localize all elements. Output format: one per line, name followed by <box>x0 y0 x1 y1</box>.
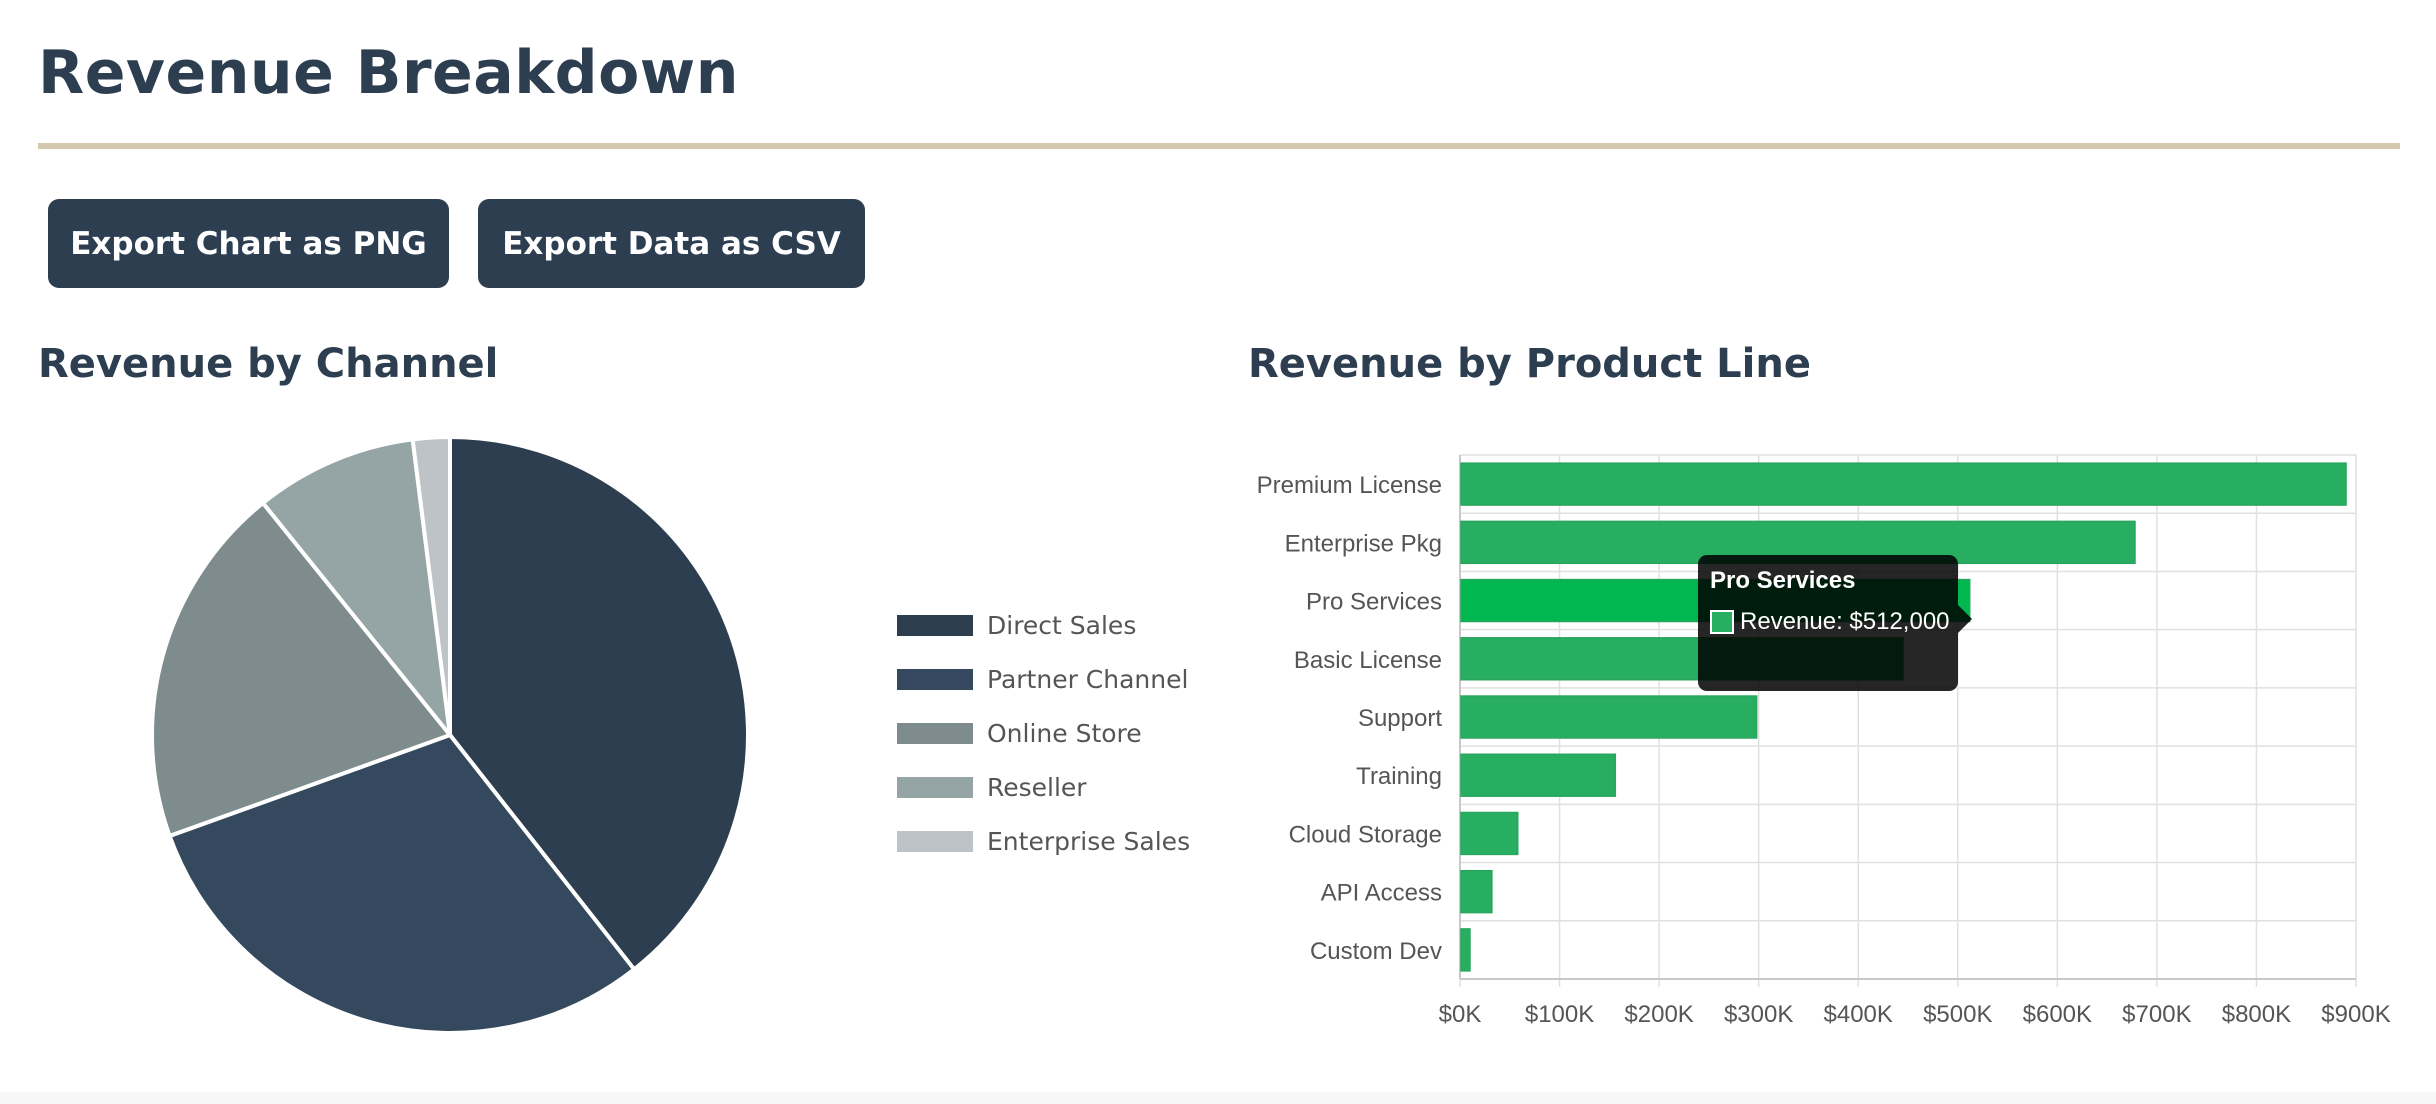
export-png-button[interactable]: Export Chart as PNG <box>48 199 449 288</box>
tooltip-value: Revenue: $512,000 <box>1740 608 1950 635</box>
pie-slice-direct-sales[interactable] <box>448 434 750 973</box>
legend-item-direct-sales[interactable]: Direct Sales <box>897 610 1136 640</box>
x-tick-label: $500K <box>1923 1001 1992 1028</box>
tooltip-swatch <box>1710 610 1734 634</box>
bar-tooltip: Pro Services Revenue: $512,000 <box>1698 555 1972 691</box>
bar-premium-license[interactable] <box>1460 462 2347 506</box>
x-tick-label: $100K <box>1525 1001 1594 1028</box>
legend-label: Online Store <box>987 718 1142 748</box>
x-tick-label: $200K <box>1624 1001 1693 1028</box>
y-tick-label: Support <box>1358 705 1442 732</box>
tooltip-title: Pro Services <box>1710 567 1856 594</box>
channel-pie-chart <box>150 434 750 1035</box>
bar-api-access[interactable] <box>1460 869 1493 914</box>
x-tick-label: $300K <box>1724 1001 1793 1028</box>
x-tick-label: $700K <box>2122 1001 2191 1028</box>
y-tick-label: Basic License <box>1294 647 1442 674</box>
export-csv-button[interactable]: Export Data as CSV <box>478 199 865 288</box>
pie-chart-title: Revenue by Channel <box>38 341 499 387</box>
x-tick-label: $900K <box>2321 1001 2390 1028</box>
legend-swatch <box>897 722 973 744</box>
x-tick-label: $0K <box>1439 1001 1482 1028</box>
x-tick-label: $800K <box>2222 1001 2291 1028</box>
product-bar-chart: Premium License Enterprise Pkg Pro Service… <box>1257 454 2391 1028</box>
x-tick-label: $600K <box>2023 1001 2092 1028</box>
tooltip-row: Revenue: $512,000 <box>1710 608 1950 636</box>
bar-training[interactable] <box>1460 753 1617 797</box>
legend-item-partner-channel[interactable]: Partner Channel <box>897 664 1188 694</box>
legend-swatch <box>897 776 973 798</box>
y-tick-label: Custom Dev <box>1310 938 1442 965</box>
legend-swatch <box>897 668 973 690</box>
y-tick-label: Premium License <box>1257 472 1442 499</box>
bar-chart-title: Revenue by Product Line <box>1248 341 1811 387</box>
pie-slice-online-store[interactable] <box>150 500 454 839</box>
page-title: Revenue Breakdown <box>38 38 739 108</box>
title-divider <box>38 143 2400 149</box>
legend-item-enterprise-sales[interactable]: Enterprise Sales <box>897 826 1190 856</box>
y-tick-label: Pro Services <box>1306 589 1442 616</box>
y-tick-label: Cloud Storage <box>1289 821 1442 848</box>
legend-swatch <box>897 614 973 636</box>
y-tick-label: API Access <box>1321 880 1442 907</box>
legend-item-online-store[interactable]: Online Store <box>897 718 1142 748</box>
bar-support[interactable] <box>1460 695 1758 739</box>
legend-label: Direct Sales <box>987 610 1137 640</box>
legend-label: Partner Channel <box>987 664 1189 694</box>
legend-label: Reseller <box>987 772 1087 802</box>
pie-slice-partner-channel[interactable] <box>167 732 637 1035</box>
legend-swatch <box>897 830 973 852</box>
y-tick-label: Training <box>1356 763 1442 790</box>
bar-custom-dev[interactable] <box>1460 928 1471 972</box>
pie-slice-reseller[interactable] <box>260 437 453 742</box>
bottom-strip <box>0 1092 2436 1104</box>
x-tick-label: $400K <box>1824 1001 1893 1028</box>
bar-cloud-storage[interactable] <box>1460 811 1519 856</box>
y-tick-label: Enterprise Pkg <box>1285 530 1442 557</box>
legend-item-reseller[interactable]: Reseller <box>897 772 1087 802</box>
legend-label: Enterprise Sales <box>987 826 1191 856</box>
pie-slice-enterprise-sales[interactable] <box>410 434 452 736</box>
